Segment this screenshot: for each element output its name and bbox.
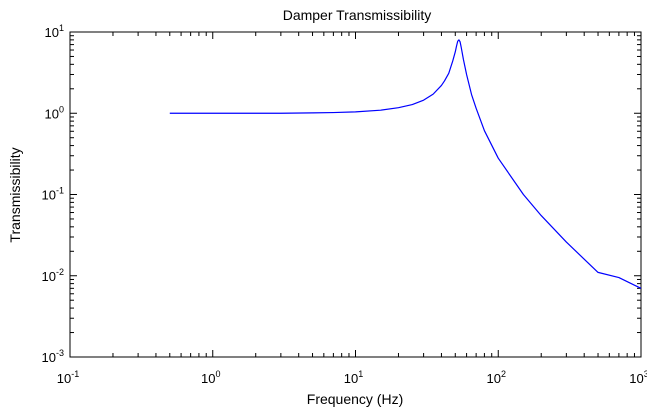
transmissibility-line xyxy=(169,39,642,289)
x-tick-label-exp: 3 xyxy=(644,369,647,379)
x-tick-label: 101 xyxy=(344,369,363,386)
x-tick-label-base: 10 xyxy=(344,371,358,386)
x-tick-label-base: 10 xyxy=(57,371,71,386)
x-tick-label: 10-1 xyxy=(57,369,79,386)
y-tick-label-base: 10 xyxy=(42,350,56,365)
x-tick-label: 103 xyxy=(629,369,647,386)
y-tick-label-base: 10 xyxy=(45,106,59,121)
series-group xyxy=(169,39,642,289)
x-tick-label-exp: 2 xyxy=(501,369,506,379)
y-tick-label-base: 10 xyxy=(42,188,56,203)
y-tick-label-exp: 1 xyxy=(59,23,64,33)
x-tick-label-base: 10 xyxy=(201,371,215,386)
x-tick-label-base: 10 xyxy=(629,371,643,386)
x-axis-label: Frequency (Hz) xyxy=(307,391,403,407)
x-tick-label-exp: 0 xyxy=(215,369,220,379)
y-axis-label: Transmissibility xyxy=(7,147,23,242)
y-tick-label-base: 10 xyxy=(42,269,56,284)
y-tick-label: 10-1 xyxy=(42,186,64,203)
y-tick-label: 10-2 xyxy=(42,267,64,284)
y-tick-label-base: 10 xyxy=(45,25,59,40)
y-tick-label-exp: -2 xyxy=(56,267,64,277)
x-tick-label: 102 xyxy=(487,369,506,386)
x-tick-label-base: 10 xyxy=(487,371,501,386)
y-tick-label: 100 xyxy=(45,104,64,121)
x-tick-label-exp: 1 xyxy=(358,369,363,379)
y-tick-label-exp: -1 xyxy=(56,186,64,196)
y-tick-label: 101 xyxy=(45,23,64,40)
x-tick-label: 100 xyxy=(201,369,220,386)
plot-frame xyxy=(69,31,642,358)
y-tick-label-exp: 0 xyxy=(59,104,64,114)
y-tick-label-exp: -3 xyxy=(56,348,64,358)
x-tick-label-exp: -1 xyxy=(71,369,79,379)
chart-title: Damper Transmissibility xyxy=(283,7,432,23)
y-tick-label: 10-3 xyxy=(42,348,64,365)
